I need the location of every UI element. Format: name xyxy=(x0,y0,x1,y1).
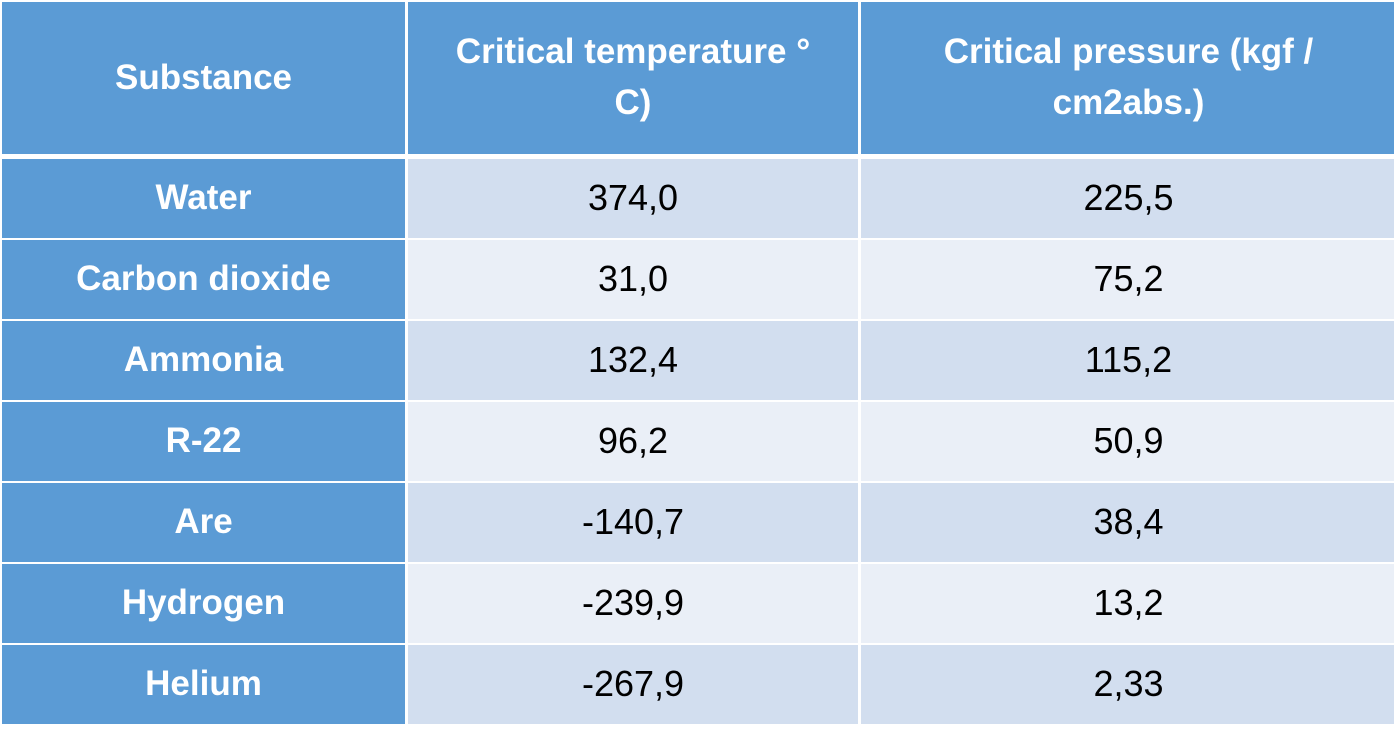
row-substance: Carbon dioxide xyxy=(2,240,405,321)
row-substance: Water xyxy=(2,159,405,240)
row-temperature: -267,9 xyxy=(408,645,858,726)
header-critical-pressure: Critical pressure (kgf / cm2abs.) xyxy=(861,2,1394,159)
row-pressure: 13,2 xyxy=(861,564,1394,645)
row-pressure: 50,9 xyxy=(861,402,1394,483)
header-substance: Substance xyxy=(2,2,405,159)
row-temperature: 96,2 xyxy=(408,402,858,483)
row-pressure: 38,4 xyxy=(861,483,1394,564)
row-temperature: 132,4 xyxy=(408,321,858,402)
row-pressure: 115,2 xyxy=(861,321,1394,402)
row-pressure: 225,5 xyxy=(861,159,1394,240)
row-temperature: -140,7 xyxy=(408,483,858,564)
row-substance: Helium xyxy=(2,645,405,726)
critical-properties-table: Substance Critical temperature ° C) Crit… xyxy=(2,2,1394,726)
row-substance: Ammonia xyxy=(2,321,405,402)
row-pressure: 75,2 xyxy=(861,240,1394,321)
header-critical-temperature: Critical temperature ° C) xyxy=(408,2,858,159)
row-temperature: 31,0 xyxy=(408,240,858,321)
row-substance: Are xyxy=(2,483,405,564)
row-substance: R-22 xyxy=(2,402,405,483)
row-temperature: 374,0 xyxy=(408,159,858,240)
row-temperature: -239,9 xyxy=(408,564,858,645)
row-substance: Hydrogen xyxy=(2,564,405,645)
row-pressure: 2,33 xyxy=(861,645,1394,726)
